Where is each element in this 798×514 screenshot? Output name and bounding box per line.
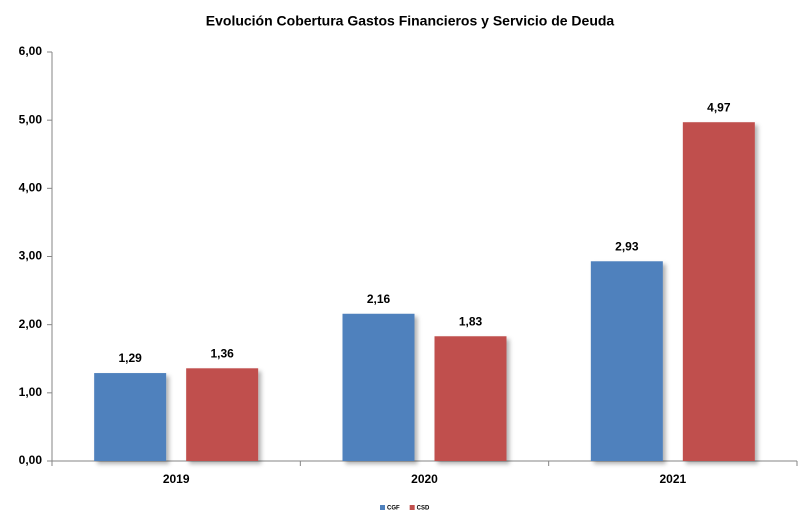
y-tick-label: 2,00: [19, 317, 43, 331]
bar: [434, 336, 507, 461]
legend-label: CGF: [387, 506, 400, 512]
y-tick-label: 5,00: [19, 112, 43, 126]
bar: [94, 373, 167, 461]
y-tick-label: 0,00: [19, 453, 43, 467]
chart-title: Evolución Cobertura Gastos Financieros y…: [206, 13, 615, 29]
data-label: 2,93: [615, 239, 639, 253]
y-tick-label: 3,00: [19, 249, 43, 263]
data-label: 2,16: [367, 292, 391, 306]
x-tick-label: 2019: [163, 472, 190, 486]
y-tick-label: 6,00: [19, 44, 43, 58]
x-tick-label: 2020: [411, 472, 438, 486]
y-tick-label: 4,00: [19, 181, 43, 195]
legend-swatch: [380, 505, 385, 510]
bar: [590, 261, 663, 461]
bar: [682, 122, 755, 461]
legend-swatch: [409, 505, 415, 510]
data-label: 1,29: [118, 351, 142, 365]
y-tick-label: 1,00: [19, 385, 43, 399]
data-label: 4,97: [707, 100, 731, 114]
data-label: 1,83: [459, 314, 483, 328]
bar: [342, 313, 415, 461]
bar: [186, 368, 259, 461]
data-label: 1,36: [210, 346, 234, 360]
x-tick-label: 2021: [659, 472, 686, 486]
legend-label: CSD: [417, 506, 430, 512]
